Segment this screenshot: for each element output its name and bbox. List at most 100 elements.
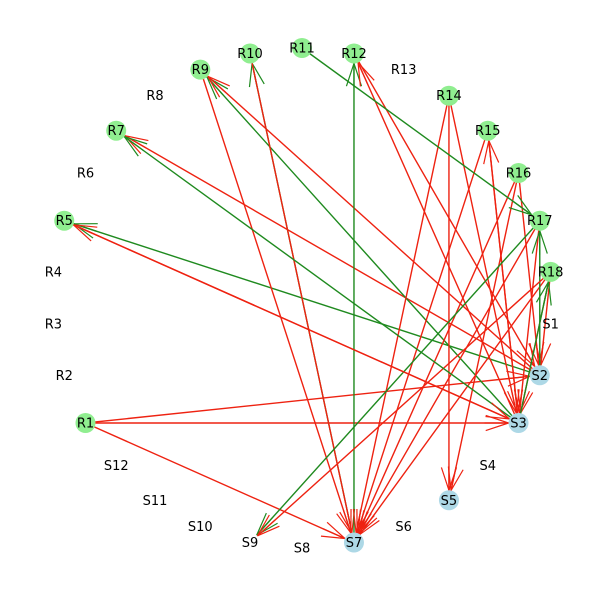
edge-line <box>358 220 541 535</box>
node-circle <box>343 43 364 64</box>
node-circle <box>190 59 211 80</box>
node-r11: R11 <box>289 38 315 58</box>
node-label: S11 <box>143 494 168 509</box>
arrow-head-stroke <box>251 62 265 85</box>
arrow-head-stroke <box>359 514 375 535</box>
node-r7: R7 <box>106 120 127 141</box>
edge-line <box>353 53 536 367</box>
node-s9: S9 <box>242 536 259 551</box>
node-label: S12 <box>104 459 129 474</box>
arrow-head-stroke <box>507 375 531 387</box>
edge-line <box>355 95 450 533</box>
node-label: R2 <box>56 369 73 384</box>
node-label: S1 <box>542 318 559 333</box>
node-circle <box>529 210 550 231</box>
node-r10: R10 <box>237 43 263 64</box>
edge-S3-R12 <box>357 62 520 424</box>
node-r2: R2 <box>56 369 73 384</box>
arrow-head-stroke <box>124 135 149 142</box>
node-circle <box>508 413 529 433</box>
arrow-head-stroke <box>531 230 541 254</box>
node-s12: S12 <box>104 459 129 474</box>
node-r16: R16 <box>506 163 532 183</box>
node-label: R7 <box>108 124 125 139</box>
arrow-head-stroke <box>535 281 550 303</box>
arrow-head-stroke <box>320 535 345 540</box>
node-r15: R15 <box>475 120 501 141</box>
node-label: R4 <box>45 265 62 280</box>
edge-S3-R9 <box>206 76 520 424</box>
node-label: R14 <box>436 89 462 104</box>
arrow-head-stroke <box>450 469 464 491</box>
arrow-head-stroke <box>440 467 450 491</box>
node-label: S2 <box>531 369 548 384</box>
edge-line <box>357 62 520 424</box>
arrow-head-stroke <box>520 392 534 414</box>
arrow-head-stroke <box>505 375 530 380</box>
arrow-head-stroke <box>357 62 369 85</box>
edge-R1-S7 <box>85 422 346 540</box>
node-label: R5 <box>56 214 73 229</box>
edge-line <box>256 271 552 537</box>
node-r3: R3 <box>45 318 62 333</box>
arrow-head-stroke <box>488 140 492 165</box>
edges-layer <box>63 47 552 543</box>
arrow-head-stroke <box>322 528 346 540</box>
arrow-head-stroke <box>522 345 536 367</box>
edge-line <box>199 69 352 534</box>
node-circle <box>54 210 75 231</box>
arrow-head-stroke <box>336 513 352 534</box>
node-label: R3 <box>45 318 62 333</box>
edge-line <box>356 130 489 534</box>
arrow-head-stroke <box>503 392 517 414</box>
edge-R15-S7 <box>356 130 489 534</box>
node-circle <box>240 43 261 64</box>
node-s8: S8 <box>294 542 311 557</box>
nodes-layer: R1 R2 R3 R4 R5 R6 R7 R8 R9 R10 R11 R12 R13 R14 R15 R16 R… <box>45 38 564 557</box>
node-label: R11 <box>289 42 315 57</box>
arrow-head-stroke <box>248 63 253 88</box>
arrow-head-stroke <box>124 136 148 145</box>
arrow-head-stroke <box>488 140 500 163</box>
arrow-head-stroke <box>539 230 548 254</box>
edge-R11-R17 <box>301 47 533 216</box>
node-label: R1 <box>77 417 94 432</box>
arrow-head-stroke <box>508 207 532 216</box>
node-label: S10 <box>188 520 213 535</box>
node-r9: R9 <box>190 59 211 80</box>
arrow-head-stroke <box>542 281 550 306</box>
edge-S2-R5 <box>73 223 540 376</box>
edge-line <box>63 220 510 420</box>
node-s6: S6 <box>395 520 412 535</box>
arrow-head-stroke <box>485 422 509 432</box>
node-circle <box>540 261 561 282</box>
arrow-head-stroke <box>513 389 521 414</box>
arrow-head-stroke <box>547 281 552 306</box>
node-r12: R12 <box>341 43 367 64</box>
arrow-head-stroke <box>345 63 355 87</box>
node-label: R18 <box>538 265 564 280</box>
arrow-head-stroke <box>517 389 522 414</box>
node-label: S9 <box>242 536 259 551</box>
node-circle <box>106 120 127 141</box>
arrow-head-stroke <box>359 511 368 535</box>
arrow-head-stroke <box>357 62 362 87</box>
arrow-head-stroke <box>73 224 98 228</box>
node-r13: R13 <box>391 63 417 78</box>
node-label: R16 <box>506 167 532 182</box>
arrow-head-stroke <box>450 466 457 491</box>
edge-S3-R7 <box>123 136 519 424</box>
node-circle <box>529 365 550 386</box>
edge-line <box>207 75 541 376</box>
arrow-head-stroke <box>123 136 145 152</box>
edge-line <box>517 281 550 424</box>
node-s10: S10 <box>188 520 213 535</box>
arrow-head-stroke <box>342 510 352 534</box>
arrow-head-stroke <box>257 525 280 537</box>
arrow-head-stroke <box>256 512 267 536</box>
node-circle <box>438 490 459 511</box>
arrow-head-stroke <box>506 370 530 377</box>
edge-S3-R18 <box>517 281 552 424</box>
edge-R9-S7 <box>199 69 352 534</box>
arrow-head-stroke <box>123 136 139 157</box>
